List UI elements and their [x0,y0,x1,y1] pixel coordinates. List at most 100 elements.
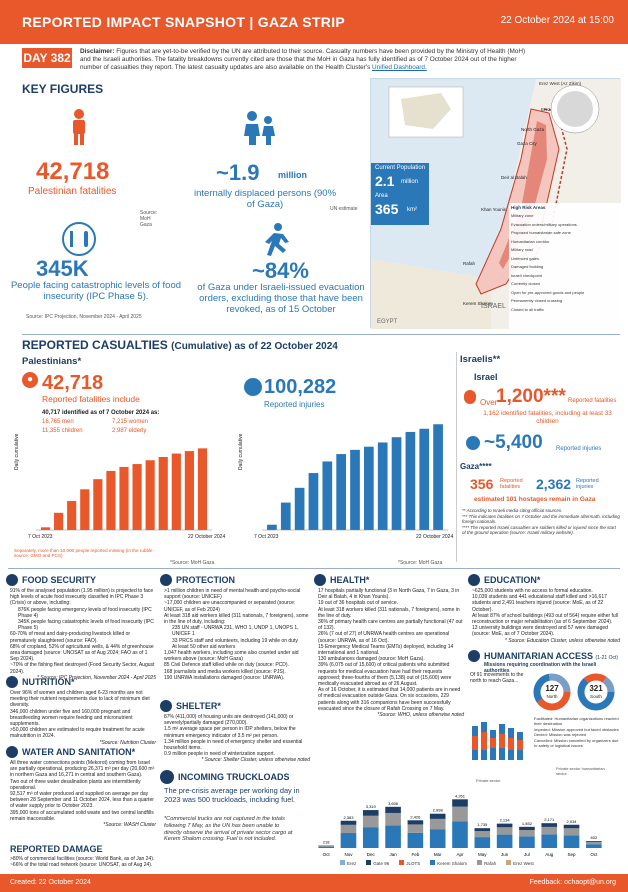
israel-notes: ** According to Israeli media citing off… [462,508,620,536]
food-source-note: * Source: IPC Projection, November 2024 … [36,674,156,681]
truck-month-label: Jul [524,852,530,857]
truck-bar-segment [407,832,424,848]
dashboard-link[interactable]: Unified Dashboard. [372,64,427,71]
wash-line: 92,517 m³ of water produced and supplied… [10,791,154,810]
protection-line: 168 journalists and media workers killed… [164,668,286,675]
food-security-title: FOOD SECURITY [22,575,97,585]
legend-item: Closed to all traffic [511,306,544,312]
handshake-icon [468,650,480,662]
evacuation-value: ~84% [252,258,309,283]
protection-line: 33 PRCS staff and volunteers, including … [172,637,298,644]
truck-bar-segment [541,826,558,835]
truck-bar-segment [362,815,379,828]
truck-bar-segment [452,799,468,807]
israel-label: Israel [474,372,498,382]
truck-bar-segment [340,833,357,848]
legend-swatch [366,860,372,865]
education-line: At least 87% of school buildings (493 ou… [472,612,618,626]
health-title: HEALTH* [330,575,370,585]
truck-bar-segment [318,846,334,848]
displaced-label: internally displaced persons (90% of Gaz… [193,188,337,210]
truck-bar-segment [563,828,580,836]
note: ** According to Israeli media citing off… [462,508,563,513]
gaza-injuries: 2,362 [536,476,572,492]
north-label: North [546,694,558,699]
population-unit: million [401,179,419,185]
trucks-text: The pre-crisis average per working day i… [164,786,300,805]
water-drop-icon [6,746,18,758]
divider [8,568,620,569]
truck-bar-segment [519,826,535,831]
pal-fatalities-label: Reported fatalities include [42,394,140,404]
person-icon [73,109,85,145]
shelter-line: 1.34 million people in need of emergency… [164,738,303,752]
chart-bar [336,454,346,530]
gaza-injuries-label: Reported injuries [576,478,599,490]
damage-line: ~66% of the total road network (source: … [10,862,153,869]
legend-text: Gate 96 [373,861,390,866]
legend-swatch [340,860,345,865]
page-title: REPORTED IMPACT SNAPSHOT | GAZA STRIP [22,14,346,30]
footer-feedback[interactable]: Feedback: ochaopt@un.org [529,879,617,886]
area-label: Area [375,193,388,199]
legend-item: Military zone [511,213,534,218]
damage-title: REPORTED DAMAGE [10,844,103,854]
protection-line: ~17,000 children are unaccompanied or se… [164,600,296,613]
shelter-source: * Source: Shelter Cluster, unless otherw… [201,757,310,764]
truck-bar-segment [541,823,558,827]
access-section: HUMANITARIAN ACCESS (1-21 Oct) Missions … [468,650,620,768]
fatalities-axis-label: Daily cumulative [14,433,20,470]
chart-bar [67,500,77,530]
truck-month-label: May [478,852,487,857]
legend-item: Permanently closed crossing [511,298,563,303]
truck-value-label: 1,852 [522,821,533,826]
truck-bar-segment [340,824,357,834]
chart-source-2: *Source: MoH Gaza [398,560,443,566]
legend-item: Damaged building [511,264,544,269]
shelter-line: 1.5 m² average space per person in IDP s… [164,726,296,739]
nutrition-source: *Source: Nutrition Cluster [99,739,156,746]
north-donut [533,673,571,711]
pal-breakdown-children: 11,355 children [42,428,83,434]
map-label-deir: Deir al Balah [501,175,527,180]
population-value: 2.1 [375,173,395,189]
wheat-icon [6,574,18,586]
palestinians-label: Palestinians* [22,356,82,367]
displaced-source: UN estimate [330,206,358,212]
truck-bar-segment [452,806,468,822]
wash-line: All three water connections points (Meko… [10,760,155,779]
legend-erez: Erez [340,860,356,866]
truck-bar-segment [563,824,580,829]
truck-value-label: 2,171 [544,817,555,822]
trucks-chart: 218 Oct 2,383 Nov 3,319 Dec 3,606 Jan 2,426 Feb 2,… [318,793,602,857]
truck-icon [160,770,174,784]
health-source: *Source: WHO, unless otherwise noted [377,712,464,719]
chart-source-1: *Source: MoH Gaza [170,560,215,566]
legend-swatch [477,860,483,865]
truck-value-label: 4,261 [455,793,466,798]
truck-month-label: Nov [344,852,353,857]
south-donut [577,673,615,711]
gaza-label: Gaza**** [460,462,492,471]
trucks-title: INCOMING TRUCKLOADS [178,772,290,782]
map-label-israel: ISRAEL [481,303,506,310]
injuries-chart-start: 7 Oct 2023 [254,534,279,540]
legend-erez-west: Erez West [506,860,534,866]
truck-bar-segment [407,820,424,825]
chart-bar [145,460,155,530]
map-label-khan: Khan Younis [481,207,507,212]
damage-text: >80% of commercial facilities (source: W… [10,856,156,868]
displaced-unit: million [278,170,307,180]
truck-bar-segment [563,835,580,848]
header-bar: REPORTED IMPACT SNAPSHOT | GAZA STRIP 22… [0,0,628,44]
displaced-value: ~1.9 [216,160,260,185]
truck-bar-segment [586,842,602,845]
education-line: 10,039 students and 441 educational staf… [472,594,607,613]
food-line: 60-70% of meat and dairy-producing lives… [10,631,131,644]
casualties-subtitle: (Cumulative) as of 22 October 2024 [171,341,338,352]
truck-month-label: Jun [501,852,509,857]
book-icon [468,574,480,586]
legend-item: Humanitarian corridor [511,238,550,244]
pal-breakdown-title: 40,717 identified as of 7 October 2024 a… [42,410,160,416]
chart-bar [197,448,208,530]
